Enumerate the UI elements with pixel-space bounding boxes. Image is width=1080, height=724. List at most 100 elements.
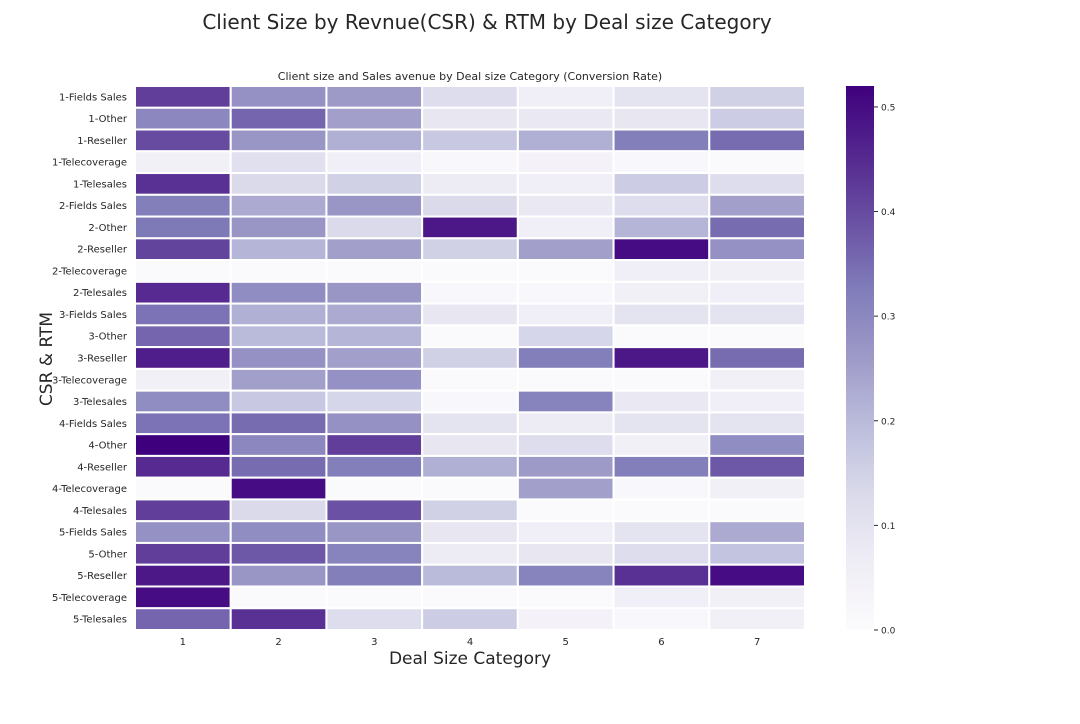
heatmap-cell xyxy=(421,607,519,631)
heatmap-cell xyxy=(708,585,806,610)
y-tick-label: 1-Telesales xyxy=(73,179,127,190)
heatmap-cell xyxy=(516,433,615,457)
heatmap-cell xyxy=(134,259,232,283)
heatmap-cell xyxy=(708,280,806,305)
heatmap-cell xyxy=(516,498,615,523)
heatmap-cell xyxy=(516,150,615,175)
heatmap-cell xyxy=(708,193,806,218)
x-tick-label: 2 xyxy=(275,637,281,648)
heatmap-cell xyxy=(708,259,806,283)
y-tick-label: 1-Fields Sales xyxy=(59,92,127,103)
heatmap-cell xyxy=(229,237,328,262)
heatmap-cell xyxy=(325,302,424,327)
heatmap-cell xyxy=(708,563,806,588)
heatmap-cell xyxy=(325,498,424,523)
heatmap-cell xyxy=(612,541,711,566)
heatmap-cell xyxy=(612,389,711,414)
y-tick-label: 4-Reseller xyxy=(77,462,128,473)
heatmap-cell xyxy=(134,563,232,588)
heatmap-cell xyxy=(134,324,232,349)
heatmap-cell xyxy=(229,585,328,610)
heatmap-cell xyxy=(421,367,519,392)
heatmap-cell xyxy=(516,280,615,305)
heatmap-cell xyxy=(325,433,424,457)
heatmap-cell xyxy=(229,106,328,131)
heatmap-cell xyxy=(708,85,806,109)
heatmap-cell xyxy=(516,172,615,196)
y-tick-label: 5-Fields Sales xyxy=(59,528,127,539)
heatmap-cell xyxy=(229,367,328,392)
heatmap-cell xyxy=(708,433,806,457)
heatmap-cell xyxy=(325,193,424,218)
heatmap-cell xyxy=(229,454,328,479)
heatmap-cell xyxy=(134,193,232,218)
heatmap-cell xyxy=(229,520,328,544)
y-tick-label: 4-Telecoverage xyxy=(52,484,127,495)
heatmap-cell xyxy=(325,237,424,262)
heatmap-cell xyxy=(229,302,328,327)
heatmap-cell xyxy=(708,324,806,349)
heatmap-cell xyxy=(612,520,711,544)
heatmap-cell xyxy=(421,150,519,175)
colorbar-tick-label: 0.1 xyxy=(881,522,895,532)
heatmap-cell xyxy=(325,367,424,392)
heatmap-cell xyxy=(134,541,232,566)
heatmap-cell xyxy=(325,172,424,196)
heatmap-cell xyxy=(708,541,806,566)
heatmap-cell xyxy=(708,150,806,175)
colorbar-tick-label: 0.5 xyxy=(881,103,895,113)
heatmap-cell xyxy=(708,607,806,631)
heatmap-cell xyxy=(708,172,806,196)
heatmap-cell xyxy=(708,411,806,436)
figure-suptitle: Client Size by Revnue(CSR) & RTM by Deal… xyxy=(202,10,772,34)
x-tick-label: 4 xyxy=(467,637,473,648)
heatmap-cell xyxy=(708,237,806,262)
heatmap-cell xyxy=(612,172,711,196)
heatmap-cell xyxy=(229,411,328,436)
heatmap-cell xyxy=(516,346,615,370)
heatmap-cell xyxy=(134,215,232,240)
heatmap-cell xyxy=(612,346,711,370)
heatmap-cell xyxy=(516,259,615,283)
heatmap-cell xyxy=(134,150,232,175)
heatmap-cell xyxy=(325,346,424,370)
heatmap-cell xyxy=(134,346,232,370)
x-tick-label: 5 xyxy=(563,637,569,648)
colorbar-tick-label: 0.0 xyxy=(881,627,896,637)
y-tick-label: 1-Telecoverage xyxy=(52,158,127,169)
heatmap-cell xyxy=(421,585,519,610)
colorbar-tick-label: 0.3 xyxy=(881,313,895,323)
heatmap-cell xyxy=(134,498,232,523)
y-axis-label: CSR & RTM xyxy=(37,312,57,406)
heatmap-cell xyxy=(325,607,424,631)
heatmap-cell xyxy=(421,280,519,305)
heatmap-cell xyxy=(516,411,615,436)
heatmap-cell xyxy=(516,563,615,588)
heatmap-cell xyxy=(421,346,519,370)
y-tick-label: 5-Telecoverage xyxy=(52,593,127,604)
heatmap-cell xyxy=(612,85,711,109)
heatmap-cell xyxy=(229,607,328,631)
heatmap-cell xyxy=(421,172,519,196)
y-tick-label: 2-Other xyxy=(88,223,128,234)
heatmap-cell xyxy=(325,280,424,305)
heatmap-cell xyxy=(612,607,711,631)
heatmap-cell xyxy=(612,411,711,436)
heatmap-cell xyxy=(421,389,519,414)
heatmap-cell xyxy=(421,302,519,327)
heatmap-cell xyxy=(516,237,615,262)
heatmap-cell xyxy=(516,215,615,240)
heatmap-cell xyxy=(134,302,232,327)
heatmap-cell xyxy=(325,85,424,109)
heatmap-cell xyxy=(516,541,615,566)
heatmap-cell xyxy=(421,215,519,240)
heatmap-cell xyxy=(612,237,711,262)
heatmap-cell xyxy=(516,106,615,131)
y-tick-labels: 1-Fields Sales 1-Other 1-Reseller 1-Telecov… xyxy=(52,92,128,625)
heatmap-cell xyxy=(612,302,711,327)
heatmap-cell xyxy=(612,476,711,501)
y-tick-label: 2-Telesales xyxy=(73,288,127,299)
heatmap-cell xyxy=(229,280,328,305)
x-tick-label: 7 xyxy=(754,637,760,648)
